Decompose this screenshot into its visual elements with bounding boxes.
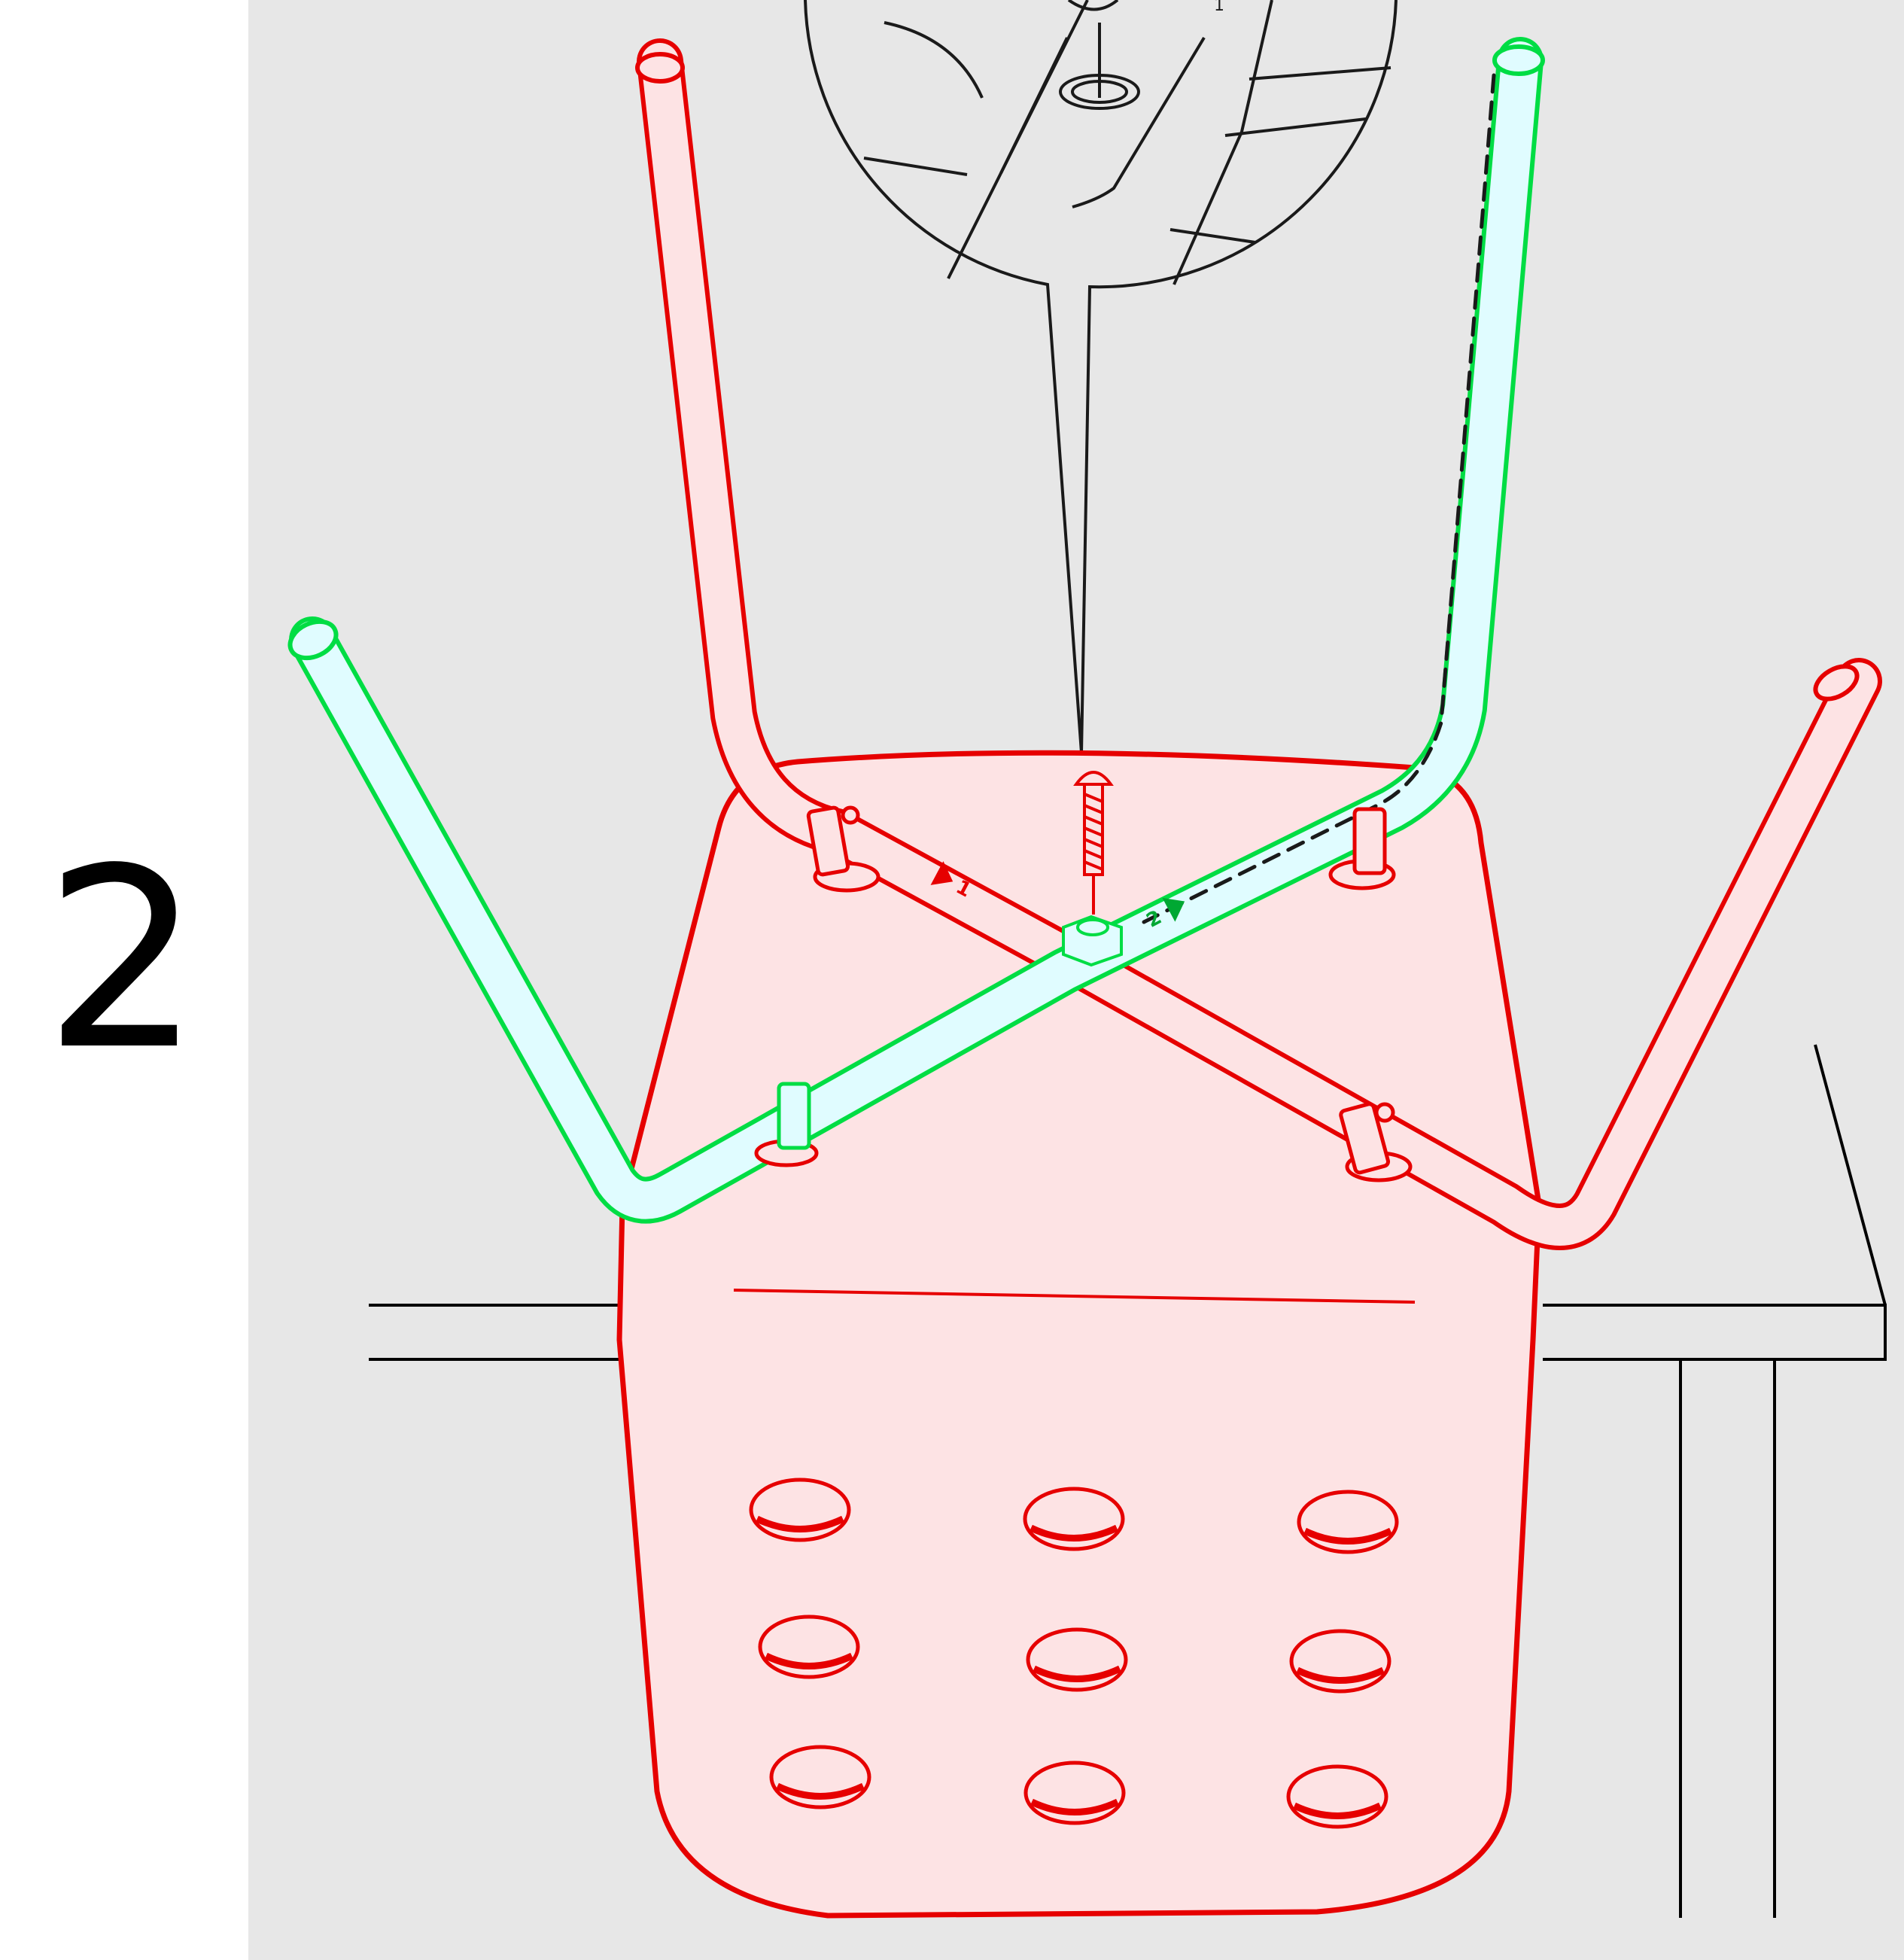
table <box>369 1044 1887 1918</box>
chair-seat <box>616 750 1542 1919</box>
magnifier-detail-icon: 1 <box>804 0 1398 753</box>
nut-icon <box>1062 915 1123 967</box>
frame-2: 2 <box>287 37 1545 1224</box>
screw-icon <box>1073 771 1114 915</box>
mounting-clips <box>754 805 1413 1182</box>
step-number: 2 <box>44 815 202 1104</box>
detail-part-mark: 1 <box>1214 0 1224 15</box>
seat-perforations <box>749 1478 1399 1829</box>
